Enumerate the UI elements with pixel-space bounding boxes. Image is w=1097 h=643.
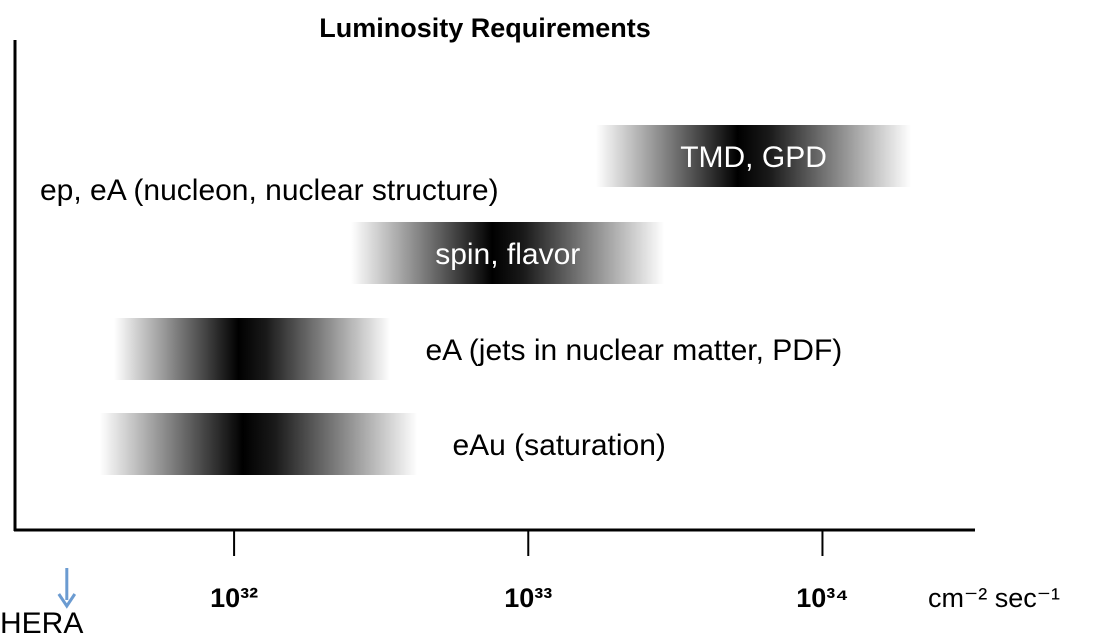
bar [99,413,418,475]
x-tick-label: 10³² [210,583,258,613]
marker-arrowhead [57,593,77,609]
marker-label: HERA [0,607,83,640]
bar-label: spin, flavor [435,238,580,271]
bar [596,125,912,187]
x-tick-label: 10³⁴ [796,583,848,613]
bar [351,222,665,284]
bar [113,318,391,380]
x-tick-label: 10³³ [504,583,552,613]
chart-title: Luminosity Requirements [319,13,651,43]
bar-label: eAu (saturation) [452,429,665,462]
x-axis-label: cm⁻² sec⁻¹ [928,583,1060,613]
bar-label: TMD, GPD [680,141,827,174]
group-label: ep, eA (nucleon, nuclear structure) [40,174,499,207]
bar-label: eA (jets in nuclear matter, PDF) [425,334,842,367]
